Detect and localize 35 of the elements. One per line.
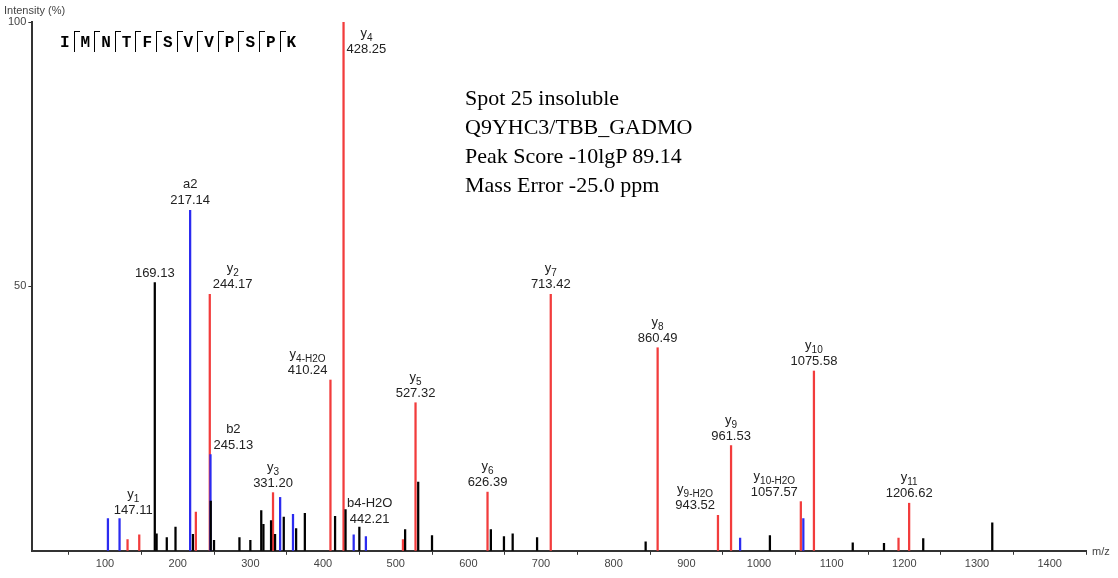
bar (486, 491, 489, 551)
bar (174, 526, 177, 551)
annotation: Spot 25 insoluble (465, 84, 620, 112)
annotation: Q9YHC3/TBB_GADMO (465, 113, 693, 141)
x-axis-title: m/z (1092, 544, 1110, 557)
bar (238, 537, 241, 551)
x-tick-label: 700 (531, 557, 551, 570)
x-tick-label: 1100 (819, 557, 844, 570)
bar (342, 22, 345, 551)
bar (897, 537, 900, 551)
annotation: b2 245.13 (213, 420, 254, 452)
annotation: 169.13 (134, 264, 175, 280)
x-tick-label: 1200 (892, 557, 917, 570)
annotation: Mass Error -25.0 ppm (465, 171, 661, 199)
annotation: b4-H2O 442.21 (346, 494, 393, 526)
y-tick-label: 50 (14, 279, 27, 292)
x-tick-label: 1000 (746, 557, 772, 570)
bar (126, 539, 129, 551)
x-tick-label: 600 (459, 557, 478, 570)
bar (329, 379, 332, 551)
bar (344, 509, 347, 551)
x-tick-label: 400 (313, 557, 333, 570)
y-axis-title: Intensity (%) (4, 4, 66, 16)
x-tick-label: 1300 (964, 557, 990, 570)
x-tick-label: 800 (604, 557, 623, 570)
annotation: a2 217.14 (170, 176, 211, 208)
x-tick-label: 100 (95, 557, 115, 570)
bar (414, 402, 417, 551)
annotation: Peak Score -10lgP 89.14 (465, 142, 683, 170)
x-tick-label: 200 (168, 557, 187, 570)
bar (118, 518, 121, 551)
x-tick-label: 900 (677, 557, 696, 570)
x-tick-label: 1400 (1037, 557, 1062, 570)
x-tick-label: 300 (241, 557, 260, 570)
x-tick-label: 500 (386, 557, 405, 570)
